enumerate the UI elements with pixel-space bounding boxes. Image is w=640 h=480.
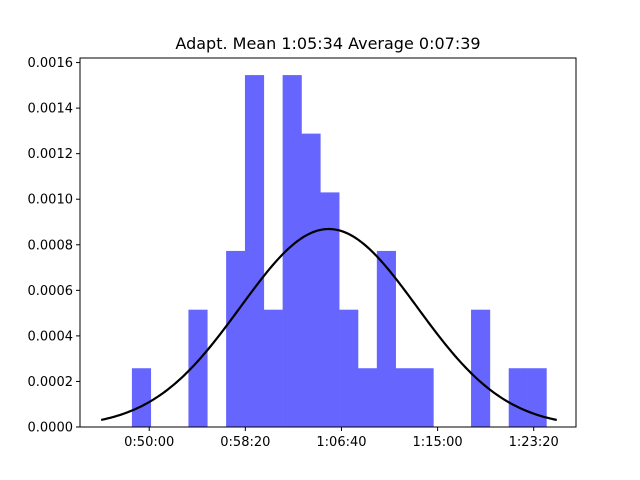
histogram-bar-7	[263, 309, 283, 427]
histogram-bar-11	[339, 309, 359, 427]
y-axis: 0.0000 0.0002 0.0004 0.0006 0.0008 0.0010 0.00…	[28, 56, 80, 436]
y-tick-label-0: 0.0000	[28, 421, 74, 436]
histogram-bar-21	[527, 368, 547, 427]
y-tick-label-8: 0.0016	[28, 56, 74, 71]
x-tick-label-3: 1:15:00	[413, 435, 463, 450]
chart-title: Adapt. Mean 1:05:34 Average 0:07:39	[175, 34, 480, 53]
histogram-bar-18	[471, 309, 491, 427]
x-axis: 0:50:00 0:58:20 1:06:40 1:15:00 1:23:20	[124, 427, 559, 450]
histogram-bar-13	[376, 250, 396, 427]
histogram-bar-9	[301, 133, 321, 427]
y-tick-label-2: 0.0004	[28, 329, 74, 344]
histogram-bar-14	[395, 368, 415, 427]
y-tick-label-7: 0.0014	[28, 102, 74, 117]
histogram-bar-0	[131, 368, 152, 427]
x-tick-label-1: 0:58:20	[220, 435, 270, 450]
histogram-bar-8	[282, 75, 302, 427]
histogram-bar-3	[188, 309, 208, 427]
histogram-bars	[131, 75, 547, 427]
histogram-bar-10	[320, 192, 340, 427]
y-tick-label-1: 0.0002	[28, 375, 74, 390]
histogram-bar-12	[357, 368, 378, 427]
plot-frame	[79, 57, 577, 428]
x-tick-label-0: 0:50:00	[124, 435, 174, 450]
y-tick-label-4: 0.0008	[28, 238, 74, 253]
x-tick-label-4: 1:23:20	[509, 435, 559, 450]
histogram-bar-5	[226, 250, 246, 427]
normal-fit-curve	[100, 227, 558, 422]
y-tick-label-5: 0.0010	[28, 193, 74, 208]
y-tick-label-6: 0.0012	[28, 147, 74, 162]
histogram-bar-15	[414, 368, 434, 427]
histogram-bar-20	[508, 368, 528, 427]
y-tick-label-3: 0.0006	[28, 284, 74, 299]
histogram-bar-6	[244, 75, 265, 427]
x-tick-label-2: 1:06:40	[316, 435, 366, 450]
